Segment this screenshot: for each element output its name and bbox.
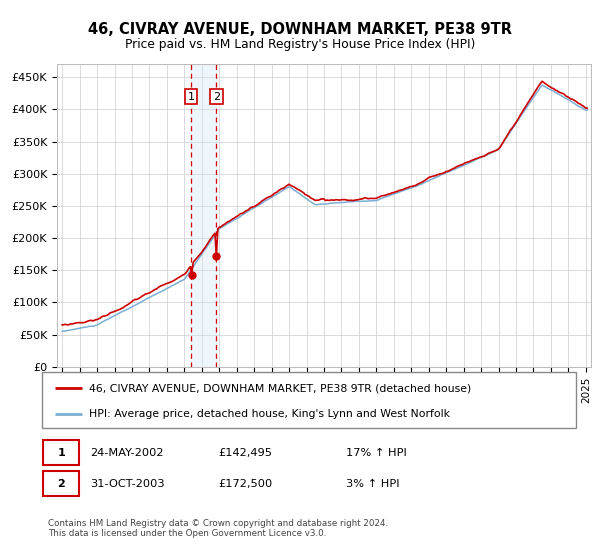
FancyBboxPatch shape [42,372,576,428]
Bar [191,64,217,367]
Text: Price paid vs. HM Land Registry's House Price Index (HPI): Price paid vs. HM Land Registry's House … [125,38,475,51]
Text: 31-OCT-2003: 31-OCT-2003 [90,479,164,489]
Text: 1: 1 [188,92,194,101]
Text: 46, CIVRAY AVENUE, DOWNHAM MARKET, PE38 9TR (detached house): 46, CIVRAY AVENUE, DOWNHAM MARKET, PE38 … [89,383,471,393]
Text: £142,495: £142,495 [218,447,272,458]
Text: This data is licensed under the Open Government Licence v3.0.: This data is licensed under the Open Gov… [49,529,327,538]
Text: 46, CIVRAY AVENUE, DOWNHAM MARKET, PE38 9TR: 46, CIVRAY AVENUE, DOWNHAM MARKET, PE38 … [88,22,512,38]
Text: Contains HM Land Registry data © Crown copyright and database right 2024.: Contains HM Land Registry data © Crown c… [49,519,389,528]
Text: 24-MAY-2002: 24-MAY-2002 [90,447,164,458]
Text: 1: 1 [58,447,65,458]
Text: 2: 2 [213,92,220,101]
FancyBboxPatch shape [43,440,79,465]
Text: HPI: Average price, detached house, King's Lynn and West Norfolk: HPI: Average price, detached house, King… [89,409,450,419]
Text: 2: 2 [58,479,65,489]
Text: 3% ↑ HPI: 3% ↑ HPI [346,479,400,489]
FancyBboxPatch shape [43,472,79,496]
Text: 17% ↑ HPI: 17% ↑ HPI [346,447,407,458]
Text: £172,500: £172,500 [218,479,272,489]
